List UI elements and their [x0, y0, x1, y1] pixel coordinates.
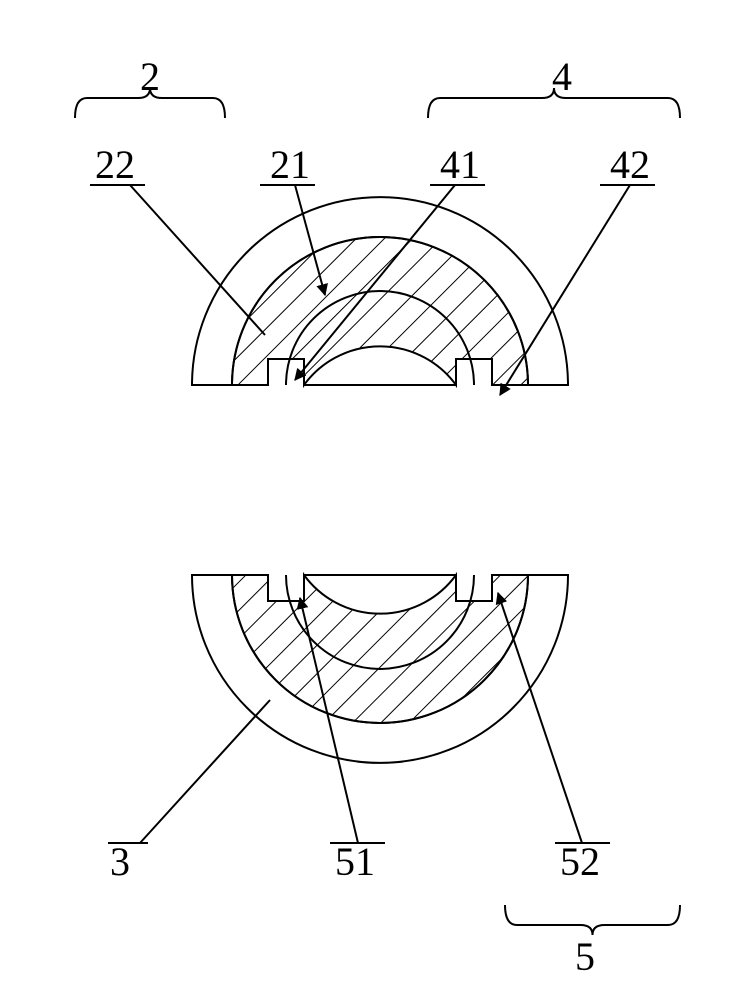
label-22: 22	[95, 142, 135, 187]
label-5: 5	[575, 934, 595, 979]
label-51: 51	[335, 839, 375, 884]
label-21: 21	[270, 142, 310, 187]
leader-l3	[140, 700, 270, 843]
label-52: 52	[560, 839, 600, 884]
label-4: 4	[552, 54, 572, 99]
label-2: 2	[140, 54, 160, 99]
label-42: 42	[610, 142, 650, 187]
brace-bot5	[505, 905, 680, 935]
label-41: 41	[440, 142, 480, 187]
label-3: 3	[110, 839, 130, 884]
